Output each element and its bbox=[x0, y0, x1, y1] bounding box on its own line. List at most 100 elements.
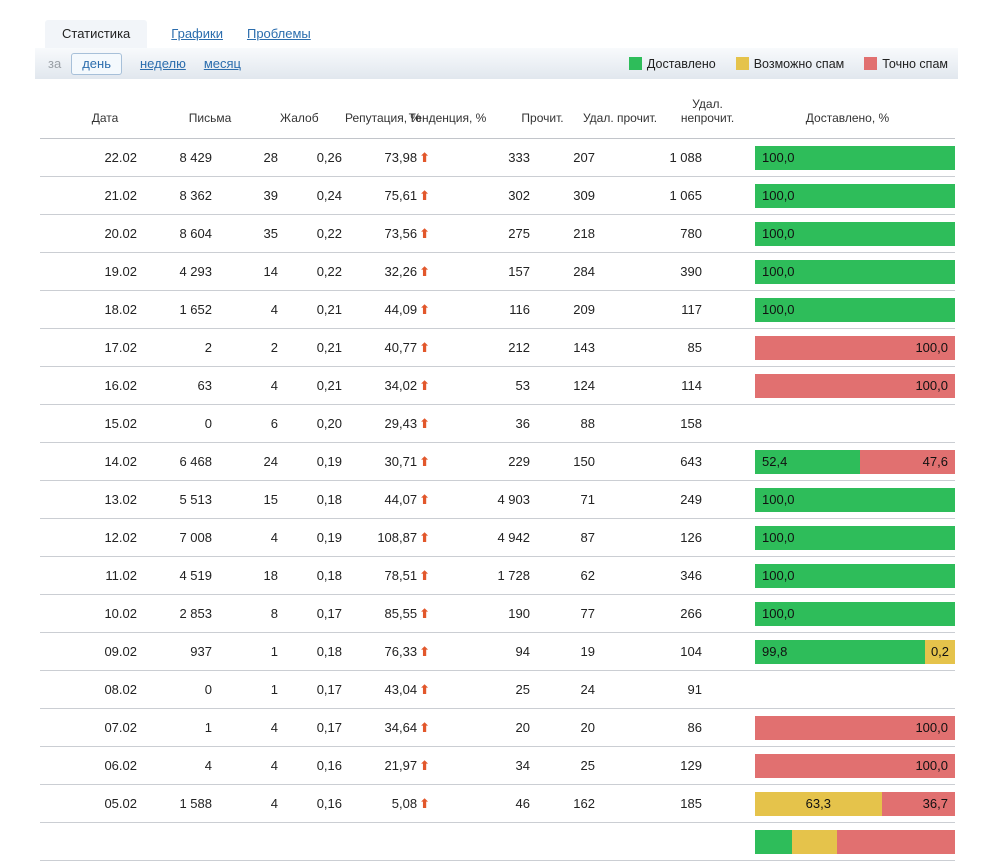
delivered-bar: 52,4 47,6 bbox=[755, 449, 955, 474]
trend-value: 29,43 bbox=[384, 415, 418, 431]
bar-segment-green: 100,0 bbox=[755, 145, 955, 170]
cell-letters: 2 853 bbox=[140, 594, 250, 633]
trend-value: 76,33 bbox=[384, 643, 418, 659]
cell-reputation: 0,19 bbox=[315, 518, 375, 557]
delivered-bar: 100,0 bbox=[755, 183, 955, 208]
trend-up-icon: ⬆ bbox=[419, 339, 430, 355]
trend-value: 40,77 bbox=[384, 339, 418, 355]
cell-letters: 1 652 bbox=[140, 290, 250, 329]
cell-read: 94 bbox=[490, 632, 565, 671]
cell-delivered-bar: 100,0 bbox=[740, 328, 955, 367]
bar-segment-red: 36,7 bbox=[881, 791, 955, 816]
cell-complaints: 6 bbox=[250, 404, 315, 443]
col-header-read: Прочит. bbox=[490, 79, 565, 139]
trend-up-icon: ⬆ bbox=[419, 453, 430, 469]
table-row: 17.02 2 2 0,21 40,77 ⬆ 212 143 85 100,0 bbox=[40, 328, 955, 367]
cell-deleted-read: 309 bbox=[565, 176, 660, 215]
cell-deleted-read: 207 bbox=[565, 138, 660, 177]
cell-reputation: 0,18 bbox=[315, 556, 375, 595]
delivered-bar: 100,0 bbox=[755, 145, 955, 170]
cell-letters: 4 519 bbox=[140, 556, 250, 595]
cell-date: 10.02 bbox=[40, 594, 140, 633]
delivered-bar: 100,0 bbox=[755, 373, 955, 398]
cell-trend: 44,07 ⬆ bbox=[375, 480, 490, 519]
cell-delivered-bar: 100,0 bbox=[740, 594, 955, 633]
trend-value: 32,26 bbox=[384, 263, 418, 279]
cell-letters bbox=[140, 822, 250, 861]
cell-letters: 8 429 bbox=[140, 138, 250, 177]
delivered-bar bbox=[755, 412, 955, 436]
cell-delivered-bar: 99,8 0,2 bbox=[740, 632, 955, 671]
cell-reputation: 0,22 bbox=[315, 252, 375, 291]
cell-reputation: 0,16 bbox=[315, 784, 375, 823]
trend-value: 78,51 bbox=[384, 567, 418, 583]
cell-complaints: 35 bbox=[250, 214, 315, 253]
cell-delivered-bar: 100,0 bbox=[740, 556, 955, 595]
tab-charts[interactable]: Графики bbox=[171, 26, 223, 41]
legend-item-maybe-spam: Возможно спам bbox=[735, 57, 844, 71]
bar-segment-yellow bbox=[792, 829, 837, 854]
cell-letters: 8 362 bbox=[140, 176, 250, 215]
cell-delivered-bar: 100,0 bbox=[740, 176, 955, 215]
trend-value: 85,55 bbox=[384, 605, 418, 621]
table-row: 19.02 4 293 14 0,22 32,26 ⬆ 157 284 390 1… bbox=[40, 252, 955, 291]
col-header-date: Дата bbox=[40, 79, 140, 139]
cell-read: 25 bbox=[490, 670, 565, 709]
cell-letters: 1 588 bbox=[140, 784, 250, 823]
period-week-link[interactable]: неделю bbox=[139, 56, 186, 71]
bar-segment-red bbox=[837, 829, 955, 854]
col-header-letters: Письма bbox=[140, 79, 250, 139]
delivered-bar: 100,0 bbox=[755, 221, 955, 246]
cell-reputation bbox=[315, 822, 375, 861]
cell-complaints: 4 bbox=[250, 518, 315, 557]
cell-read bbox=[490, 822, 565, 861]
trend-value: 21,97 bbox=[384, 757, 418, 773]
cell-delivered-bar: 52,4 47,6 bbox=[740, 442, 955, 481]
trend-value: 5,08 bbox=[391, 795, 418, 811]
cell-deleted-unread: 390 bbox=[660, 252, 740, 291]
cell-date: 11.02 bbox=[40, 556, 140, 595]
tab-problems[interactable]: Проблемы bbox=[246, 26, 311, 41]
cell-date: 14.02 bbox=[40, 442, 140, 481]
trend-value: 73,98 bbox=[384, 149, 418, 165]
cell-deleted-read: 19 bbox=[565, 632, 660, 671]
cell-read: 1 728 bbox=[490, 556, 565, 595]
table-row: 16.02 63 4 0,21 34,02 ⬆ 53 124 114 100,0 bbox=[40, 366, 955, 405]
cell-trend: 76,33 ⬆ bbox=[375, 632, 490, 671]
cell-complaints: 4 bbox=[250, 708, 315, 747]
cell-trend: 73,98 ⬆ bbox=[375, 138, 490, 177]
trend-value: 34,64 bbox=[384, 719, 418, 735]
trend-up-icon: ⬆ bbox=[419, 643, 430, 659]
trend-up-icon: ⬆ bbox=[419, 225, 430, 241]
cell-deleted-unread: 780 bbox=[660, 214, 740, 253]
period-day-button[interactable]: день bbox=[71, 52, 122, 75]
period-month-link[interactable]: месяц bbox=[203, 56, 241, 71]
col-header-trend: Тенденция, % bbox=[375, 79, 490, 139]
bar-segment-green: 100,0 bbox=[755, 259, 955, 284]
cell-date: 06.02 bbox=[40, 746, 140, 785]
cell-delivered-bar: 100,0 bbox=[740, 366, 955, 405]
tab-statistics[interactable]: Статистика bbox=[45, 20, 148, 48]
cell-deleted-unread: 126 bbox=[660, 518, 740, 557]
cell-deleted-unread: 85 bbox=[660, 328, 740, 367]
cell-trend: 29,43 ⬆ bbox=[375, 404, 490, 443]
cell-deleted-read: 87 bbox=[565, 518, 660, 557]
delivered-bar: 100,0 bbox=[755, 487, 955, 512]
delivered-bar: 100,0 bbox=[755, 525, 955, 550]
trend-value: 34,02 bbox=[384, 377, 418, 393]
bar-segment-green: 100,0 bbox=[755, 525, 955, 550]
cell-complaints: 24 bbox=[250, 442, 315, 481]
cell-deleted-unread: 86 bbox=[660, 708, 740, 747]
cell-complaints: 8 bbox=[250, 594, 315, 633]
cell-deleted-read: 124 bbox=[565, 366, 660, 405]
delivered-bar: 100,0 bbox=[755, 715, 955, 740]
cell-reputation: 0,16 bbox=[315, 746, 375, 785]
cell-deleted-read: 20 bbox=[565, 708, 660, 747]
bar-segment-green: 100,0 bbox=[755, 487, 955, 512]
cell-deleted-unread: 91 bbox=[660, 670, 740, 709]
cell-trend: 40,77 ⬆ bbox=[375, 328, 490, 367]
cell-delivered-bar: 100,0 bbox=[740, 138, 955, 177]
cell-trend: 108,87 ⬆ bbox=[375, 518, 490, 557]
cell-delivered-bar bbox=[740, 404, 955, 443]
bar-segment-red: 100,0 bbox=[755, 753, 955, 778]
